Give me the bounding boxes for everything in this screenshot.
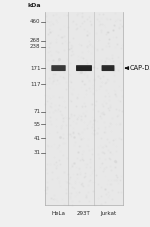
Text: CAP-D3: CAP-D3 — [130, 65, 150, 71]
Text: 71: 71 — [33, 109, 41, 114]
Text: 268: 268 — [30, 38, 40, 43]
FancyBboxPatch shape — [102, 65, 114, 71]
Text: 117: 117 — [30, 82, 40, 87]
Text: Jurkat: Jurkat — [100, 211, 116, 216]
Text: 55: 55 — [33, 122, 41, 127]
Text: 171: 171 — [30, 66, 40, 71]
Text: 31: 31 — [33, 150, 41, 155]
Text: 293T: 293T — [77, 211, 91, 216]
Text: 238: 238 — [30, 44, 40, 49]
Text: HeLa: HeLa — [51, 211, 66, 216]
Text: 460: 460 — [30, 19, 40, 24]
Bar — [45, 12, 123, 205]
FancyBboxPatch shape — [76, 65, 92, 71]
Text: kDa: kDa — [27, 3, 40, 8]
FancyBboxPatch shape — [51, 65, 66, 71]
Text: 41: 41 — [33, 136, 41, 141]
